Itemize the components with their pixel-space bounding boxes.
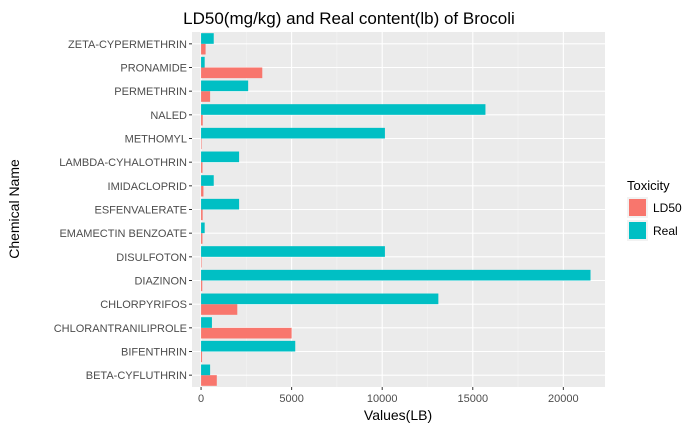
bar-real-lambda-cyhalothrin	[201, 151, 240, 163]
bar-real-emamectin-benzoate	[201, 222, 205, 234]
bar-ld50-chlorpyrifos	[201, 304, 238, 315]
bar-ld50-zeta-cypermethrin	[201, 43, 206, 55]
y-tick-label: CHLORANTRANILIPROLE	[54, 323, 187, 335]
y-tick-label: METHOMYL	[125, 134, 187, 146]
bars-layer	[201, 33, 591, 386]
x-axis: 0 5000 10000 15000 20000	[198, 387, 579, 405]
y-tick-label: IMIDACLOPRID	[108, 181, 188, 193]
bar-real-esfenvalerate	[201, 198, 240, 210]
legend-items: LD50 Real	[627, 197, 682, 241]
y-tick-label: BETA-CYFLUTHRIN	[86, 370, 187, 382]
y-tick-label: NALED	[150, 110, 187, 122]
bar-ld50-naled	[201, 114, 203, 126]
y-tick-label: PERMETHRIN	[114, 86, 187, 98]
bar-real-naled	[201, 104, 486, 115]
bar-real-imidacloprid	[201, 175, 214, 186]
x-tick-label: 20000	[548, 393, 579, 405]
bar-ld50-esfenvalerate	[201, 209, 203, 221]
bar-real-zeta-cypermethrin	[201, 33, 214, 44]
bar-ld50-lambda-cyhalothrin	[201, 162, 203, 173]
bar-ld50-emamectin-benzoate	[201, 233, 203, 244]
bar-ld50-permethrin	[201, 91, 211, 102]
bar-real-chlorantraniliprole	[201, 317, 212, 328]
bar-ld50-imidacloprid	[201, 185, 204, 197]
legend-label-real: Real	[653, 224, 678, 238]
grid-layer	[192, 32, 605, 387]
y-tick-label: LAMBDA-CYHALOTHRIN	[59, 157, 187, 169]
x-axis-label: Values(LB)	[364, 407, 432, 423]
chart-title: LD50(mg/kg) and Real content(lb) of Broc…	[183, 9, 515, 28]
legend-title: Toxicity	[627, 178, 670, 193]
legend-swatch-ld50	[629, 199, 646, 216]
bar-real-chlorpyrifos	[201, 293, 439, 305]
x-tick-label: 10000	[367, 393, 398, 405]
y-tick-label: DIAZINON	[134, 276, 187, 288]
bar-real-beta-cyfluthrin	[201, 364, 211, 376]
bar-ld50-disulfoton	[201, 256, 202, 268]
y-axis-label: Chemical Name	[6, 159, 22, 259]
y-tick-label: PRONAMIDE	[120, 63, 187, 75]
bar-real-diazinon	[201, 269, 591, 281]
bar-ld50-bifenthrin	[201, 351, 203, 363]
y-tick-label: EMAMECTIN BENZOATE	[59, 228, 187, 240]
legend-label-ld50: LD50	[653, 201, 682, 215]
bar-ld50-diazinon	[201, 280, 203, 292]
bar-real-disulfoton	[201, 246, 385, 257]
bar-ld50-methomyl	[201, 138, 202, 150]
y-axis: BETA-CYFLUTHRIN BIFENTHRIN CHLORANTRANILIP…	[54, 39, 192, 382]
legend-swatch-real	[629, 222, 646, 239]
bar-real-bifenthrin	[201, 340, 296, 352]
y-tick-label: DISULFOTON	[116, 252, 187, 264]
y-tick-label: BIFENTHRIN	[121, 347, 187, 359]
x-tick-label: 15000	[457, 393, 488, 405]
bar-ld50-chlorantraniliprole	[201, 327, 292, 339]
bar-real-pronamide	[201, 56, 205, 68]
legend: Toxicity LD50 Real	[627, 178, 682, 241]
bar-ld50-pronamide	[201, 67, 263, 79]
y-tick-label: CHLORPYRIFOS	[100, 299, 187, 311]
y-tick-label: ZETA-CYPERMETHRIN	[68, 39, 187, 51]
y-tick-label: ESFENVALERATE	[94, 205, 187, 217]
x-tick-label: 0	[198, 393, 204, 405]
bar-ld50-beta-cyfluthrin	[201, 375, 217, 386]
x-tick-label: 5000	[279, 393, 303, 405]
bar-real-methomyl	[201, 127, 385, 139]
bar-real-permethrin	[201, 80, 249, 92]
